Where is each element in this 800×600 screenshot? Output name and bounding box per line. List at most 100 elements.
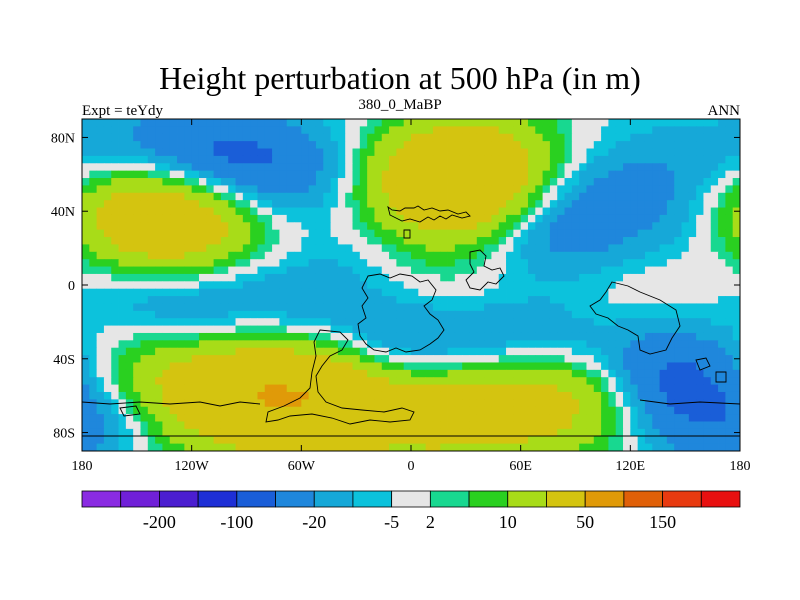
field-cell <box>542 200 551 208</box>
field-cell <box>498 296 507 304</box>
field-cell <box>491 406 500 415</box>
field-cell <box>703 332 712 341</box>
field-cell <box>103 414 112 422</box>
field-cell <box>418 178 427 186</box>
field-cell <box>491 259 500 267</box>
field-cell <box>608 148 617 157</box>
field-cell <box>103 170 112 179</box>
field-cell <box>615 414 624 422</box>
field-cell <box>140 443 149 451</box>
field-cell <box>359 222 368 231</box>
field-cell <box>337 355 346 363</box>
field-cell <box>491 421 500 430</box>
field-cell <box>359 347 368 356</box>
field-cell <box>710 185 719 194</box>
field-cell <box>155 259 163 267</box>
field-cell <box>315 332 324 341</box>
field-cell <box>352 332 361 341</box>
field-cell <box>644 163 653 172</box>
field-cell <box>432 251 441 260</box>
field-cell <box>732 155 740 164</box>
field-cell <box>542 421 551 430</box>
field-cell <box>732 141 740 149</box>
field-cell <box>469 428 478 437</box>
field-cell <box>454 251 463 260</box>
field-cell <box>359 384 368 393</box>
field-cell <box>264 200 273 208</box>
field-cell <box>337 332 346 341</box>
field-cell <box>301 214 310 223</box>
field-cell <box>710 163 719 172</box>
field-cell <box>140 421 149 430</box>
field-cell <box>491 281 500 290</box>
field-cell <box>125 288 134 297</box>
field-cell <box>527 421 536 430</box>
field-cell <box>389 310 397 319</box>
field-cell <box>169 303 178 312</box>
field-cell <box>520 200 529 208</box>
field-cell <box>601 406 609 415</box>
field-cell <box>257 266 266 275</box>
field-cell <box>294 259 302 267</box>
field-cell <box>155 355 163 363</box>
field-cell <box>220 421 229 430</box>
field-cell <box>381 414 390 422</box>
field-cell <box>688 428 697 437</box>
field-cell <box>411 200 419 208</box>
field-cell <box>571 133 580 142</box>
field-cell <box>535 148 543 157</box>
field-cell <box>447 384 456 393</box>
field-cell <box>681 244 690 253</box>
field-cell <box>484 133 492 142</box>
field-cell <box>440 436 448 445</box>
field-cell <box>513 414 522 422</box>
field-cell <box>520 222 529 231</box>
field-cell <box>725 421 734 430</box>
field-cell <box>381 251 390 260</box>
field-cell <box>191 384 200 393</box>
field-cell <box>191 399 200 408</box>
field-cell <box>162 391 171 400</box>
field-cell <box>703 436 712 445</box>
field-cell <box>564 214 573 223</box>
field-cell <box>389 384 397 393</box>
field-cell <box>440 273 448 282</box>
field-cell <box>286 222 295 231</box>
field-cell <box>418 200 427 208</box>
field-cell <box>557 414 565 422</box>
field-cell <box>674 347 682 356</box>
field-cell <box>352 133 361 142</box>
field-cell <box>615 391 624 400</box>
field-cell <box>381 369 390 378</box>
field-cell <box>177 185 185 194</box>
field-cell <box>432 384 441 393</box>
field-cell <box>125 273 134 282</box>
field-cell <box>411 133 419 142</box>
field-cell <box>403 377 412 385</box>
field-cell <box>82 185 90 194</box>
field-cell <box>220 148 229 157</box>
field-cell <box>279 126 288 135</box>
field-cell <box>330 192 339 201</box>
field-cell <box>644 200 653 208</box>
field-cell <box>469 163 478 172</box>
field-cell <box>345 391 353 400</box>
field-cell <box>330 237 339 245</box>
field-cell <box>513 391 522 400</box>
field-cell <box>396 244 405 253</box>
field-cell <box>177 237 185 245</box>
field-cell <box>454 369 463 378</box>
field-cell <box>593 281 602 290</box>
field-cell <box>279 355 288 363</box>
field-cell <box>359 340 368 349</box>
field-cell <box>469 391 478 400</box>
field-cell <box>250 163 258 172</box>
field-cell <box>579 406 587 415</box>
field-cell <box>155 148 163 157</box>
field-cell <box>710 414 719 422</box>
field-cell <box>330 207 339 216</box>
field-cell <box>710 119 719 127</box>
field-cell <box>257 155 266 164</box>
field-cell <box>718 428 726 437</box>
field-cell <box>586 133 595 142</box>
